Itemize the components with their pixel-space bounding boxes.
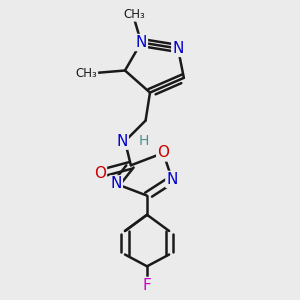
Text: F: F [143, 278, 152, 293]
Text: O: O [94, 166, 106, 181]
Text: N: N [167, 172, 178, 187]
Text: CH₃: CH₃ [76, 67, 98, 80]
Text: CH₃: CH₃ [123, 8, 145, 21]
Text: N: N [136, 35, 147, 50]
Text: O: O [157, 146, 169, 160]
Text: N: N [110, 176, 122, 191]
Text: H: H [139, 134, 149, 148]
Text: N: N [172, 41, 184, 56]
Text: N: N [116, 134, 128, 149]
